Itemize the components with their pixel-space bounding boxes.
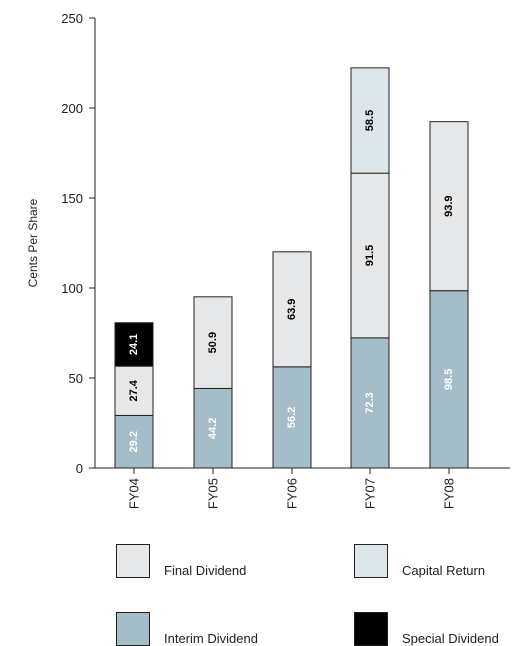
data-label: 24.1: [128, 334, 140, 355]
legend-label-interim-dividend: Interim Dividend: [164, 631, 258, 646]
y-tick-label: 50: [69, 371, 83, 386]
bar-segment-final-dividend: [114, 365, 154, 416]
legend-label-capital-return: Capital Return: [402, 563, 486, 578]
y-tick-label: 100: [61, 281, 83, 296]
data-label: 29.2: [128, 431, 140, 452]
y-tick-label: 200: [61, 101, 83, 116]
legend-label-final-dividend: Final Dividend: [164, 563, 247, 578]
legend-swatch-capital-return: [354, 544, 388, 578]
data-label: 93.9: [443, 195, 455, 216]
y-axis-label: Cents Per Share: [26, 198, 40, 287]
y-tick-label: 0: [76, 461, 83, 476]
legend-item-interim-dividend: Interim Dividend: [116, 612, 258, 646]
bar-segment-interim-dividend: [114, 414, 154, 469]
y-tick-label: 250: [61, 11, 83, 26]
bar-segment-capital-return: [350, 67, 390, 174]
data-label: 50.9: [207, 332, 219, 353]
bar-segment-final-dividend: [193, 296, 233, 389]
legend-swatch-final-dividend: [116, 544, 150, 578]
bar-segment-interim-dividend: [350, 337, 390, 469]
x-tick-label: FY04: [127, 478, 142, 509]
bar-segment-final-dividend: [272, 251, 312, 368]
x-tick-label: FY08: [442, 478, 457, 509]
stacked-bar-chart: Cents Per Share 0 50 100 150 200 250 29.2 27.4…: [26, 11, 510, 509]
data-label: 91.5: [364, 245, 376, 266]
bar-segment-final-dividend: [350, 172, 390, 339]
bar-segment-special-dividend: [114, 322, 154, 367]
legend-swatch-special-dividend: [354, 612, 388, 646]
data-label: 44.2: [207, 418, 219, 439]
bar-segment-final-dividend: [429, 121, 469, 292]
bars: 29.2 27.4 24.1 44.2 50.9 56.2 63.9 72.3 91.5 58.5…: [114, 67, 469, 469]
bar-segment-interim-dividend: [429, 290, 469, 469]
data-label: 63.9: [286, 299, 298, 320]
data-label: 56.2: [286, 407, 298, 428]
legend-swatch-interim-dividend: [116, 612, 150, 646]
legend-item-capital-return: Capital Return: [354, 544, 485, 578]
data-label: 27.4: [128, 379, 140, 401]
x-tick-label: FY05: [206, 478, 221, 509]
y-tick-label: 150: [61, 191, 83, 206]
x-tick-label: FY07: [363, 478, 378, 509]
data-label: 58.5: [364, 110, 376, 131]
x-tick-label: FY06: [285, 478, 300, 509]
x-axis-ticks: FY04 FY05 FY06 FY07 FY08: [127, 468, 457, 509]
legend-label-special-dividend: Special Dividend: [402, 631, 499, 646]
y-axis-ticks: 0 50 100 150 200 250: [61, 11, 95, 476]
data-label: 98.5: [443, 369, 455, 390]
legend-item-final-dividend: Final Dividend: [116, 544, 246, 578]
legend-item-special-dividend: Special Dividend: [354, 612, 499, 646]
data-label: 72.3: [364, 392, 376, 413]
